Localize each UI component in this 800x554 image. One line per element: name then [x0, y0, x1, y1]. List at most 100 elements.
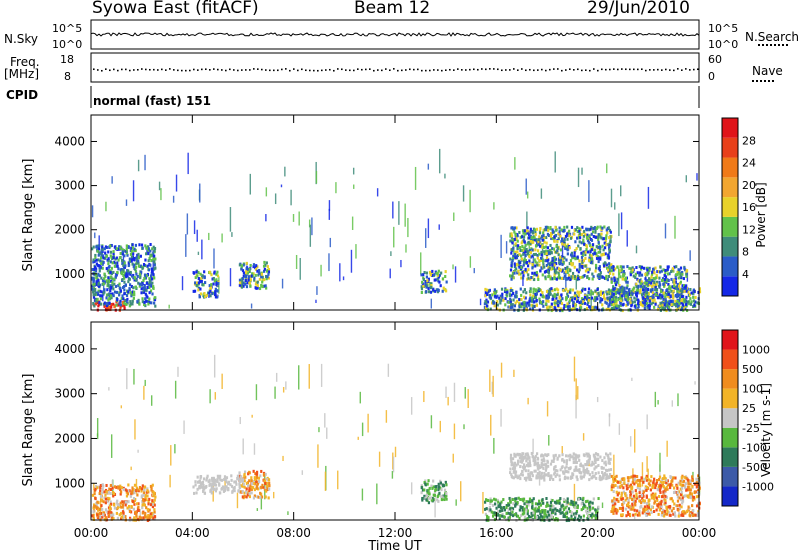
echo-cell: [586, 250, 590, 254]
echo-cell: [639, 288, 642, 292]
echo-streak: [620, 185, 622, 197]
echo-cell: [603, 241, 606, 245]
echo-cell: [137, 508, 140, 512]
echo-cell: [247, 472, 250, 476]
echo-cell: [531, 454, 534, 458]
echo-cell: [557, 253, 560, 257]
echo-cell: [553, 301, 556, 305]
echo-cell: [597, 256, 600, 260]
freq-dot: [245, 69, 247, 71]
echo-cell: [128, 287, 131, 291]
echo-cell: [677, 276, 680, 280]
echo-cell: [679, 274, 682, 278]
echo-cell: [639, 282, 642, 286]
echo-cell: [638, 280, 641, 284]
echo-cell: [538, 244, 542, 248]
echo-cell: [573, 302, 577, 306]
echo-cell: [253, 476, 256, 480]
echo-cell: [585, 243, 588, 247]
echo-cell: [662, 297, 665, 301]
echo-cell: [265, 269, 269, 273]
echo-cell: [636, 277, 639, 281]
echo-cell: [148, 508, 151, 512]
echo-cell: [264, 481, 267, 485]
echo-streak: [213, 354, 216, 378]
echo-cell: [605, 474, 609, 478]
echo-cell: [92, 286, 96, 290]
echo-cell: [244, 278, 247, 282]
echo-cell: [112, 492, 116, 496]
echo-cell: [697, 474, 700, 478]
echo-cell: [598, 268, 602, 272]
echo-streak: [183, 420, 185, 434]
echo-cell: [525, 505, 528, 509]
echo-cell: [601, 303, 604, 307]
echo-cell: [680, 292, 683, 296]
echo-cell: [621, 303, 624, 307]
echo-cell: [561, 277, 564, 281]
echo-streak: [582, 433, 585, 441]
echo-cell: [596, 287, 599, 291]
freq-trace: [93, 68, 699, 72]
echo-cell: [564, 234, 568, 238]
echo-cell: [585, 452, 588, 456]
echo-cell: [664, 275, 668, 279]
echo-cell: [509, 239, 512, 243]
echo-cell: [109, 294, 113, 298]
echo-cell: [514, 301, 517, 305]
echo-cell: [113, 506, 117, 510]
echo-cell: [242, 271, 246, 275]
echo-cell: [566, 252, 569, 256]
echo-cell: [547, 295, 550, 299]
freq-dot: [113, 68, 115, 71]
echo-cell: [519, 460, 522, 464]
echo-cell: [153, 260, 156, 264]
echo-cell: [445, 280, 448, 284]
echo-cell: [691, 495, 694, 499]
echo-cell: [257, 479, 261, 483]
echo-cell: [621, 309, 624, 313]
echo-cell: [438, 273, 442, 277]
echo-cell: [121, 500, 124, 504]
echo-cell: [94, 291, 98, 295]
echo-cell: [546, 225, 549, 229]
echo-cell: [613, 305, 616, 309]
echo-cell: [556, 293, 559, 297]
echo-cell: [529, 464, 532, 468]
freq-dot: [225, 69, 227, 72]
echo-cell: [691, 504, 694, 508]
echo-cell: [520, 265, 523, 269]
echo-cell: [679, 498, 683, 502]
echo-streak: [99, 492, 102, 514]
echo-cell: [132, 252, 135, 256]
echo-cell: [208, 478, 211, 482]
echo-streak: [350, 249, 353, 273]
echo-cell: [591, 305, 594, 309]
echo-cell: [546, 503, 549, 507]
echo-cell: [488, 295, 491, 299]
echo-cell: [248, 270, 251, 274]
echo-cell: [681, 501, 684, 505]
echo-cell: [107, 271, 111, 275]
echo-cell: [581, 225, 584, 229]
echo-cell: [581, 464, 585, 468]
echo-cell: [584, 256, 587, 260]
echo-cell: [597, 471, 600, 475]
echo-cell: [557, 258, 561, 262]
echo-cell: [612, 265, 615, 269]
echo-cell: [629, 297, 632, 301]
nave-label: Nave: [752, 64, 783, 78]
echo-cell: [518, 298, 521, 302]
freq-dot: [509, 69, 511, 71]
echo-cell: [540, 453, 543, 457]
echo-cell: [200, 279, 203, 283]
echo-cell: [521, 458, 524, 462]
echo-cell: [226, 488, 230, 492]
echo-cell: [606, 278, 609, 282]
echo-cell: [560, 466, 563, 470]
echo-cell: [218, 482, 221, 486]
echo-cell: [502, 498, 505, 502]
echo-cell: [528, 456, 531, 460]
echo-cell: [556, 246, 559, 250]
echo-cell: [559, 307, 562, 311]
